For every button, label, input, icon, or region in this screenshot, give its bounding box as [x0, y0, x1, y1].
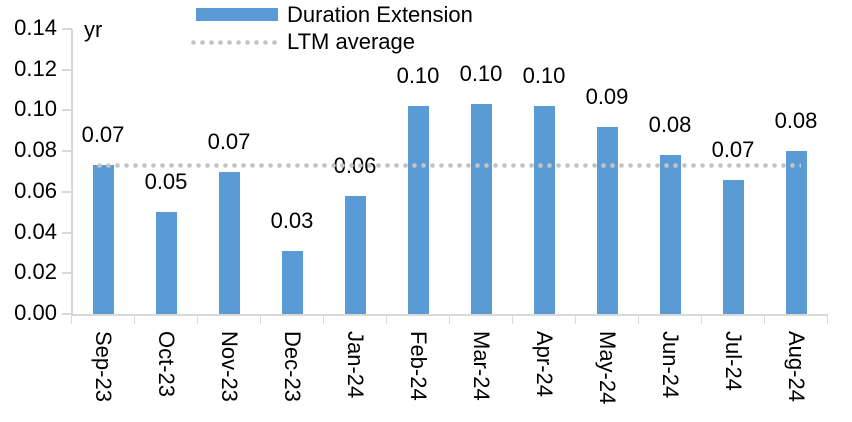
y-tick-label: 0.00	[14, 300, 57, 325]
y-tick-label: 0.02	[14, 259, 57, 285]
x-category-label: Jan-24	[343, 331, 368, 399]
y-tick-mark	[62, 272, 72, 275]
y-tick-mark	[62, 190, 72, 193]
bar-value-label: 0.07	[711, 136, 755, 162]
bar-value-label: 0.08	[648, 112, 692, 138]
x-category-label: Feb-24	[406, 331, 431, 401]
y-tick-mark	[62, 28, 72, 30]
y-tick-label: 0.14	[14, 15, 57, 40]
bar-value-label: 0.10	[396, 63, 440, 89]
bar-value-label: 0.10	[522, 63, 566, 89]
bar	[218, 171, 240, 314]
bar	[722, 179, 744, 314]
y-tick-mark	[62, 68, 72, 71]
bar-value-label: 0.07	[81, 122, 125, 148]
bar	[533, 106, 555, 314]
x-tick-mark	[448, 314, 450, 324]
x-tick-mark	[259, 314, 261, 324]
legend-ltm-average-swatch	[189, 40, 281, 45]
bar	[407, 106, 429, 314]
x-tick-mark	[196, 314, 198, 324]
bar-value-label: 0.08	[774, 108, 818, 134]
legend-ltm-average-label: LTM average	[287, 29, 415, 54]
y-tick-mark	[62, 109, 72, 112]
y-axis-unit-label: yr	[84, 17, 103, 42]
bar-value-label: 0.03	[270, 207, 314, 233]
bar	[785, 151, 807, 314]
y-axis-line	[71, 29, 73, 316]
x-tick-mark	[637, 314, 639, 324]
y-tick-mark	[62, 150, 72, 153]
x-category-label: May-24	[595, 331, 620, 405]
x-tick-mark	[322, 314, 324, 324]
x-category-label: Sep-23	[91, 331, 116, 402]
x-tick-mark	[700, 314, 702, 324]
legend: Duration Extension LTM average	[0, 0, 852, 58]
x-tick-mark	[133, 314, 135, 324]
y-tick-label: 0.04	[14, 218, 57, 244]
x-tick-mark	[826, 314, 828, 324]
y-tick-mark	[62, 313, 72, 315]
x-category-label: Dec-23	[280, 331, 305, 402]
y-tick-mark	[62, 231, 72, 234]
x-category-label: Oct-23	[154, 331, 179, 398]
bar	[596, 126, 618, 314]
bar	[155, 212, 177, 314]
x-tick-mark	[763, 314, 765, 324]
legend-duration-extension-swatch	[196, 8, 278, 21]
x-category-label: Aug-24	[784, 331, 809, 402]
bar	[92, 165, 114, 314]
y-tick-label: 0.08	[14, 137, 57, 163]
bar	[344, 195, 366, 314]
bar	[470, 104, 492, 314]
y-tick-label: 0.12	[14, 55, 57, 81]
bar	[659, 155, 681, 314]
x-category-label: Mar-24	[469, 331, 494, 401]
x-tick-mark	[70, 314, 72, 324]
x-tick-mark	[511, 314, 513, 324]
bar-value-label: 0.05	[144, 169, 188, 195]
bar-value-label: 0.07	[207, 128, 251, 154]
bar-value-label: 0.09	[585, 83, 629, 109]
x-category-label: Jul-24	[721, 331, 746, 391]
bar	[281, 250, 303, 314]
x-tick-mark	[385, 314, 387, 324]
x-category-label: Jun-24	[658, 331, 683, 399]
y-tick-label: 0.10	[14, 96, 57, 122]
x-category-label: Nov-23	[217, 331, 242, 402]
x-tick-mark	[574, 314, 576, 324]
x-category-label: Apr-24	[532, 331, 557, 398]
ltm-average-line	[95, 162, 801, 168]
y-tick-label: 0.06	[14, 177, 57, 203]
legend-duration-extension-label: Duration Extension	[287, 2, 473, 27]
bar-value-label: 0.10	[459, 61, 503, 87]
